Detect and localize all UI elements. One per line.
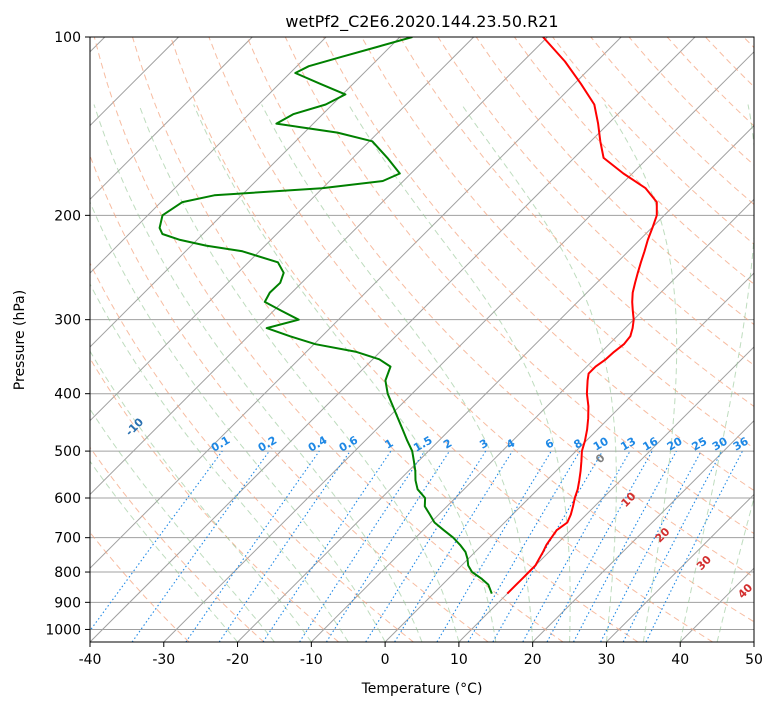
x-tick-label: 10 bbox=[450, 652, 468, 668]
x-tick-label: 20 bbox=[524, 652, 542, 668]
y-tick-label: 200 bbox=[54, 208, 81, 224]
x-tick-label: -10 bbox=[300, 652, 323, 668]
y-tick-label: 800 bbox=[54, 565, 81, 581]
y-tick-label: 1000 bbox=[45, 622, 81, 638]
x-tick-label: 40 bbox=[671, 652, 689, 668]
y-tick-label: 500 bbox=[54, 444, 81, 460]
y-tick-label: 700 bbox=[54, 531, 81, 547]
x-tick-label: -40 bbox=[79, 652, 102, 668]
y-tick-label: 300 bbox=[54, 313, 81, 329]
y-tick-label: 900 bbox=[54, 595, 81, 611]
x-tick-label: 50 bbox=[745, 652, 763, 668]
x-tick-label: -20 bbox=[226, 652, 249, 668]
y-tick-label: 400 bbox=[54, 387, 81, 403]
x-axis-title: Temperature (°C) bbox=[361, 681, 483, 697]
x-tick-label: 30 bbox=[598, 652, 616, 668]
x-tick-label: -30 bbox=[152, 652, 175, 668]
y-tick-label: 100 bbox=[54, 30, 81, 46]
y-tick-label: 600 bbox=[54, 491, 81, 507]
chart-title: wetPf2_C2E6.2020.144.23.50.R21 bbox=[285, 12, 558, 32]
y-axis-title: Pressure (hPa) bbox=[12, 290, 28, 390]
x-tick-label: 0 bbox=[381, 652, 390, 668]
